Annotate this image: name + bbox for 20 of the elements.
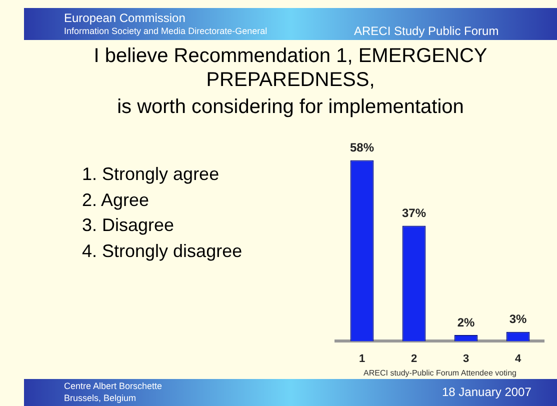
chart-subtitle: is worth considering for implementation bbox=[116, 96, 465, 119]
data-label: 3% bbox=[509, 312, 527, 326]
x-axis-title: ARECI study-Public Forum Attendee voting bbox=[364, 368, 516, 378]
text: 4. Strongly disagree bbox=[82, 240, 242, 263]
x-tick-label: 2 bbox=[410, 352, 418, 365]
x-tick-label: 4 bbox=[514, 352, 522, 365]
text: ARECI Study Public Forum bbox=[354, 24, 499, 38]
text: Brussels, Belgium bbox=[64, 393, 136, 403]
x-tick-label: 3 bbox=[462, 352, 470, 365]
text: 18 January 2007 bbox=[442, 385, 532, 399]
text: Centre Albert Borschette bbox=[64, 381, 162, 391]
text: Information Society and Media Directorate-General bbox=[64, 26, 268, 36]
text: 3. Disagree bbox=[82, 214, 176, 237]
data-label: 58% bbox=[350, 140, 374, 155]
text: European Commission bbox=[64, 11, 186, 25]
data-label: 37% bbox=[402, 206, 426, 220]
data-label: 2% bbox=[457, 315, 475, 330]
x-tick-label: 1 bbox=[358, 352, 366, 365]
text: 1. Strongly agree bbox=[82, 163, 220, 186]
text: 2. Agree bbox=[82, 188, 150, 212]
